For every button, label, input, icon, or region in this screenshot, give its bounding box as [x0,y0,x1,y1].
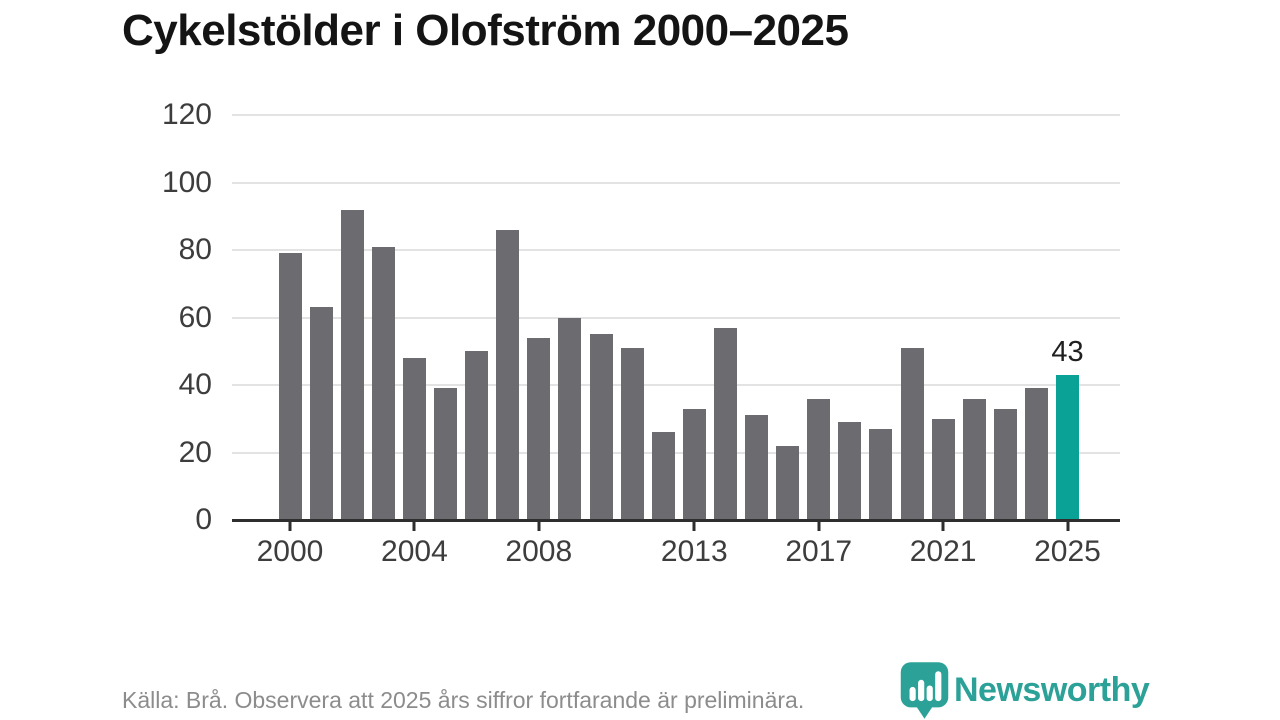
x-axis-line [232,519,1120,522]
bar-2010 [589,334,613,520]
bar-2001 [309,307,333,520]
gridline-20 [232,451,1120,454]
gridline-120 [232,114,1120,116]
newsworthy-logo: Newsworthy [896,660,1150,720]
x-tick-2000 [288,520,292,531]
bar-2007 [496,229,520,520]
gridline-100 [232,181,1120,184]
x-axis-label-2025: 2025 [1034,535,1101,568]
y-axis-label-60: 60 [178,300,212,334]
y-axis-label-0: 0 [195,503,212,536]
y-axis-label-100: 100 [161,165,212,199]
bar-2016 [776,445,800,520]
newsworthy-pin-bar-chart-icon [900,662,949,719]
bar-2020 [900,347,924,520]
gridline-40 [232,384,1120,386]
x-axis-label-2017: 2017 [785,535,853,568]
x-axis-label-2013: 2013 [660,535,728,568]
x-axis-label-2000: 2000 [256,535,324,568]
bar-2002 [340,209,364,520]
source-note: Källa: Brå. Observera att 2025 års siffr… [122,687,805,713]
chart-title: Cykelstölder i Olofström 2000–2025 [122,6,849,55]
x-tick-2013 [692,520,696,531]
bar-2009 [558,317,582,520]
y-axis-label-120: 120 [161,98,212,131]
y-axis-label-40: 40 [178,368,212,401]
highlight-value-label: 43 [1051,335,1084,368]
bar-2005 [434,388,457,520]
bar-2024 [1024,388,1048,520]
bar-2013 [682,408,706,520]
bar-2022 [962,398,986,520]
bar-2017 [807,398,831,520]
gridline-60 [232,316,1120,319]
x-axis-label-2021: 2021 [909,535,977,568]
x-tick-2021 [941,520,945,531]
x-tick-2008 [537,520,541,531]
bar-2014 [713,327,737,520]
bar-2018 [838,422,862,520]
y-axis-label-80: 80 [178,233,212,266]
x-axis-label-2004: 2004 [381,535,448,568]
bar-2006 [465,351,489,520]
x-tick-2004 [412,520,416,531]
bar-2011 [620,347,644,520]
bar-2021 [931,418,955,520]
bar-chart-plot-area: 0 20 40 60 80 100 120 2000 2004 2008 2013 2017 2021… [162,98,1120,568]
bar-2025 [1056,374,1079,520]
bar-2000 [278,253,302,520]
bar-2019 [869,428,893,520]
x-axis-label-2008: 2008 [505,535,573,568]
x-tick-2025 [1066,520,1069,531]
gridline-80 [232,249,1120,251]
y-axis-label-20: 20 [178,435,212,469]
bar-2004 [402,358,426,520]
bar-2003 [371,246,395,520]
bar-2023 [993,408,1017,520]
bar-2008 [527,337,551,520]
newsworthy-wordmark: Newsworthy [954,670,1150,709]
x-tick-2017 [817,520,821,531]
bar-2012 [651,432,675,520]
bar-2015 [745,415,768,520]
